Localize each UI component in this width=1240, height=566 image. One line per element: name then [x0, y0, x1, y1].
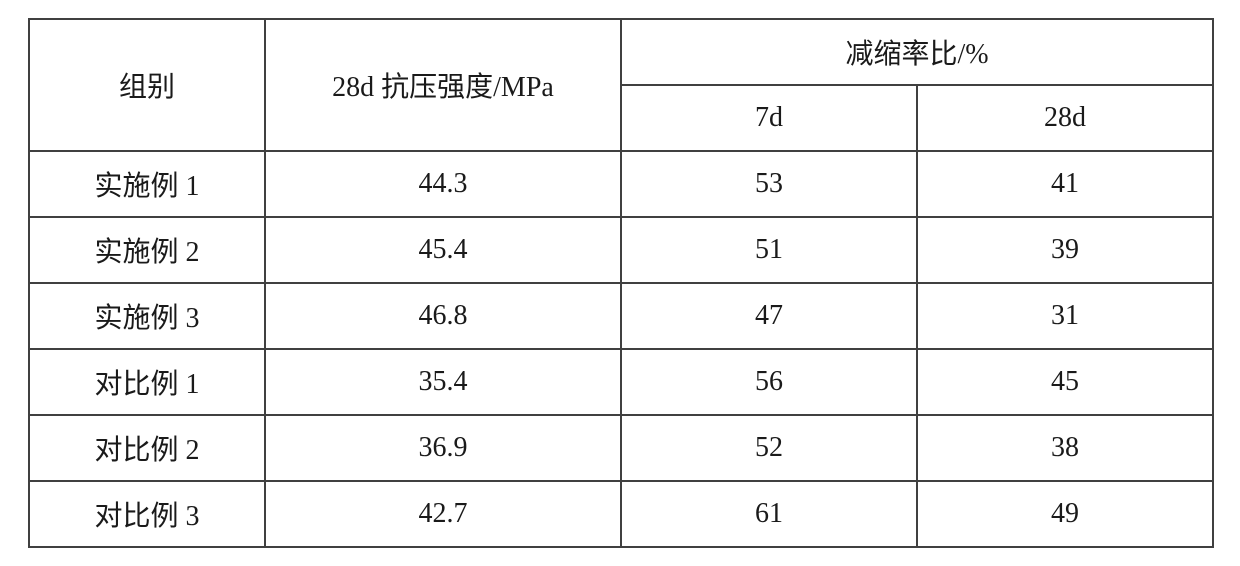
- cell-d7: 47: [621, 283, 917, 349]
- cell-group: 对比例 1: [29, 349, 265, 415]
- table-row: 实施例 3 46.8 47 31: [29, 283, 1213, 349]
- cell-group: 对比例 3: [29, 481, 265, 547]
- cell-d28: 39: [917, 217, 1213, 283]
- cell-d7: 56: [621, 349, 917, 415]
- header-row-1: 组别 28d 抗压强度/MPa 减缩率比/%: [29, 19, 1213, 85]
- cell-d7: 52: [621, 415, 917, 481]
- cell-strength: 46.8: [265, 283, 621, 349]
- table-body: 实施例 1 44.3 53 41 实施例 2 45.4 51 39 实施例 3 …: [29, 151, 1213, 547]
- cell-d28: 31: [917, 283, 1213, 349]
- cell-group: 实施例 3: [29, 283, 265, 349]
- table-row: 实施例 2 45.4 51 39: [29, 217, 1213, 283]
- cell-strength: 36.9: [265, 415, 621, 481]
- table-container: 组别 28d 抗压强度/MPa 减缩率比/% 7d 28d 实施例 1 44.3…: [0, 0, 1240, 566]
- table-row: 对比例 3 42.7 61 49: [29, 481, 1213, 547]
- table-header: 组别 28d 抗压强度/MPa 减缩率比/% 7d 28d: [29, 19, 1213, 151]
- col-header-shrink-ratio: 减缩率比/%: [621, 19, 1213, 85]
- table-row: 对比例 1 35.4 56 45: [29, 349, 1213, 415]
- cell-strength: 35.4: [265, 349, 621, 415]
- cell-d28: 41: [917, 151, 1213, 217]
- col-header-group: 组别: [29, 19, 265, 151]
- cell-strength: 42.7: [265, 481, 621, 547]
- cell-group: 对比例 2: [29, 415, 265, 481]
- cell-d7: 61: [621, 481, 917, 547]
- cell-d28: 45: [917, 349, 1213, 415]
- cell-d7: 53: [621, 151, 917, 217]
- cell-strength: 44.3: [265, 151, 621, 217]
- col-header-shrink-28d: 28d: [917, 85, 1213, 151]
- col-header-strength: 28d 抗压强度/MPa: [265, 19, 621, 151]
- table-row: 实施例 1 44.3 53 41: [29, 151, 1213, 217]
- table-row: 对比例 2 36.9 52 38: [29, 415, 1213, 481]
- cell-group: 实施例 2: [29, 217, 265, 283]
- cell-d28: 38: [917, 415, 1213, 481]
- cell-d7: 51: [621, 217, 917, 283]
- col-header-shrink-7d: 7d: [621, 85, 917, 151]
- cell-d28: 49: [917, 481, 1213, 547]
- data-table: 组别 28d 抗压强度/MPa 减缩率比/% 7d 28d 实施例 1 44.3…: [28, 18, 1214, 548]
- cell-strength: 45.4: [265, 217, 621, 283]
- cell-group: 实施例 1: [29, 151, 265, 217]
